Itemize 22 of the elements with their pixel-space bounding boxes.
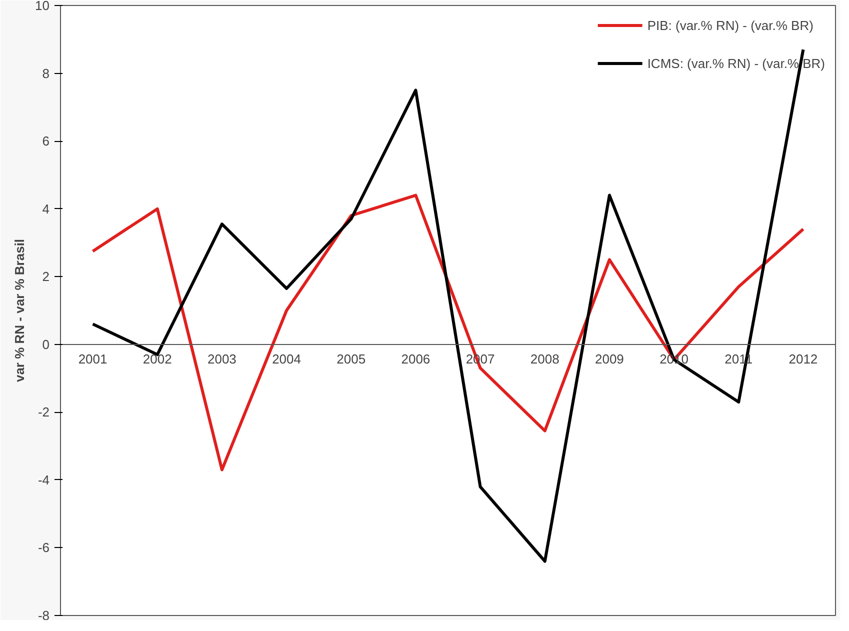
y-tick-label: 4 — [42, 201, 50, 216]
x-tick-label: 2004 — [272, 351, 302, 366]
y-tick-label: -6 — [38, 540, 50, 556]
y-tick-label: -2 — [38, 404, 50, 420]
y-axis-title: var % RN - var % Brasil — [12, 238, 28, 382]
x-tick-label: 2006 — [401, 351, 430, 366]
y-tick-label: -8 — [38, 608, 50, 623]
legend-label: ICMS: (var.% RN) - (var.% BR) — [647, 56, 825, 70]
x-tick-label: 2009 — [595, 351, 624, 366]
y-tick-label: 8 — [42, 66, 50, 81]
x-tick-label: 2003 — [208, 351, 236, 366]
y-tick-label: 0 — [42, 336, 50, 352]
y-tick-label: 10 — [35, 0, 50, 13]
x-tick-label: 2012 — [788, 351, 818, 366]
legend-label: PIB: (var.% RN) - (var.% BR) — [647, 18, 814, 32]
y-tick-label: -4 — [38, 472, 50, 488]
x-tick-label: 2002 — [142, 351, 172, 366]
x-tick-label: 2005 — [336, 351, 366, 366]
x-tick-label: 2008 — [530, 351, 560, 366]
y-tick-label: 2 — [42, 269, 50, 284]
y-tick-label: 6 — [42, 134, 50, 149]
x-tick-label: 2001 — [78, 351, 108, 366]
